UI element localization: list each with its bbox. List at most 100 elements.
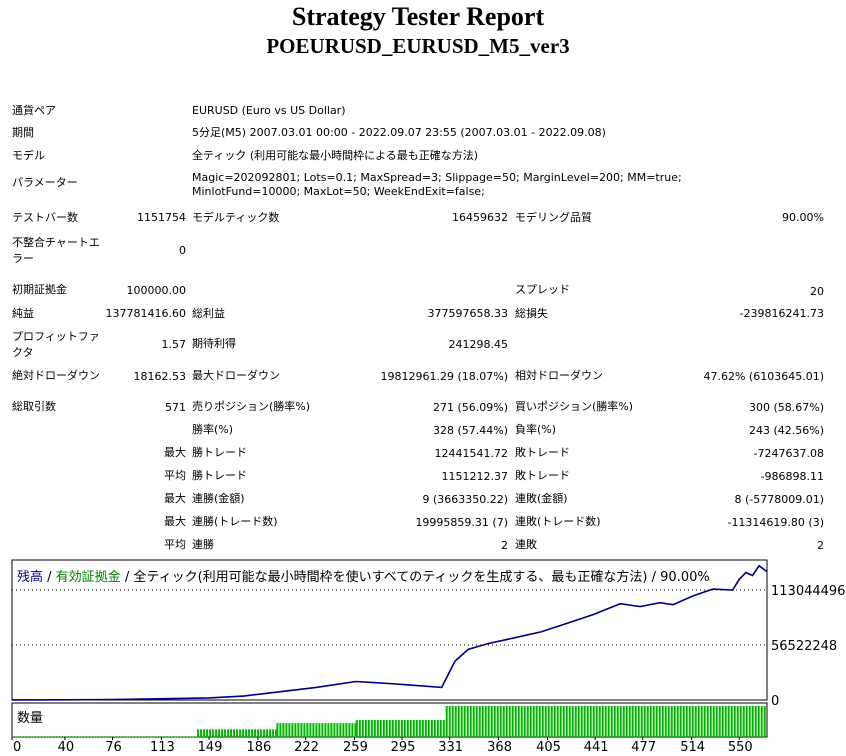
volume-bar [571,706,574,737]
volume-bar [754,706,757,737]
volume-bar [165,736,167,738]
volume-bar [189,736,191,738]
volume-bar [451,706,454,737]
volume-bar [291,723,294,738]
volume-bar [227,729,230,738]
volume-bar [445,706,448,737]
volume-bar [751,706,754,737]
volume-bar [126,736,128,738]
volume-bar [351,723,354,738]
params-value: Magic=202092801; Lots=0.1; MaxSpread=3; … [192,171,682,198]
volume-bar [177,736,179,738]
volume-bar [595,706,598,737]
volume-bar [376,719,379,737]
x-tick-label: 514 [680,740,705,755]
volume-bar [637,706,640,737]
volume-bar [661,706,664,737]
volume-bar [147,736,149,738]
ticks-label: モデルティック数 [192,211,280,224]
volume-bar [339,723,342,738]
volume-bar [327,723,330,738]
volume-bar [239,729,242,738]
volume-bar [391,719,394,737]
volume-bar [658,706,661,737]
volume-bar [48,736,50,738]
volume-bar [78,736,80,738]
volume-bar [727,706,730,737]
volume-bar [21,736,23,738]
volume-bar [39,736,41,738]
largest-loss-label: 敗トレード [515,446,570,459]
volume-bar [652,706,655,737]
volume-bar [550,706,553,737]
volume-bar [457,706,460,737]
volume-bar [508,706,511,737]
volume-bar [45,736,47,738]
volume-bar [604,706,607,737]
volume-bar [418,719,421,737]
volume-bar [460,706,463,737]
x-tick-label: 259 [343,740,368,755]
volume-bar [505,706,508,737]
volume-bar [257,729,260,738]
volume-bar [102,736,104,738]
volume-bar [72,736,74,738]
volume-bar [487,706,490,737]
rel-drawdown-label: 相対ドローダウン [515,369,603,382]
max-cons-loss-value: -11314619.80 (3) [727,516,824,529]
volume-bar [607,706,610,737]
volume-bar [580,706,583,737]
profit-factor-value: 1.57 [161,338,187,351]
volume-bar [718,706,721,737]
volume-bar [532,706,535,737]
volume-bar [209,729,212,738]
volume-bar [625,706,628,737]
volume-bar [619,706,622,737]
bars-value: 1151754 [137,211,186,224]
volume-bar [499,706,502,737]
rel-drawdown-value: 47.62% (6103645.01) [703,370,824,383]
volume-bar [616,706,619,737]
volume-bar [454,706,457,737]
win-rate-label: 勝率(%) [192,423,234,436]
period-label: 期間 [12,126,34,139]
volume-bar [159,736,161,738]
volume-bar [197,729,200,738]
volume-bar [18,736,20,738]
max-cons-losses-value: 8 (-5778009.01) [734,493,824,506]
average-loss-label: 敗トレード [515,469,570,482]
volume-bar [212,729,215,738]
x-tick-label: 405 [536,740,561,755]
volume-bar [269,729,272,738]
volume-bar [230,729,233,738]
volume-bar [276,723,279,738]
volume-bar [117,736,119,738]
volume-bar [613,706,616,737]
volume-bar [303,723,306,738]
max-cons-losses-label: 連敗(金額) [515,492,568,505]
volume-bar [448,706,451,737]
x-tick-label: 76 [105,740,122,755]
volume-bar [529,706,532,737]
volume-bar [330,723,333,738]
max-cons-profit-label: 連勝(トレード数) [192,515,278,528]
volume-bar [186,736,188,738]
volume-bar [96,736,98,738]
spread-value: 20 [810,285,824,298]
volume-bar [345,723,348,738]
volume-bar [221,729,224,738]
volume-bar [30,736,32,738]
short-positions-value: 271 (56.09%) [432,401,508,414]
average-profit-label: 勝トレード [192,469,247,482]
loss-rate-label: 負率(%) [515,423,557,436]
volume-bar [168,736,170,738]
volume-bar [481,706,484,737]
volume-bar [248,729,251,738]
volume-bar [403,719,406,737]
gross-profit-label: 総利益 [192,307,225,320]
volume-bar [601,706,604,737]
volume-bar [99,736,101,738]
x-tick-label: 0 [13,740,21,755]
volume-bar [123,736,125,738]
y-tick-label: 56522248 [771,639,837,654]
